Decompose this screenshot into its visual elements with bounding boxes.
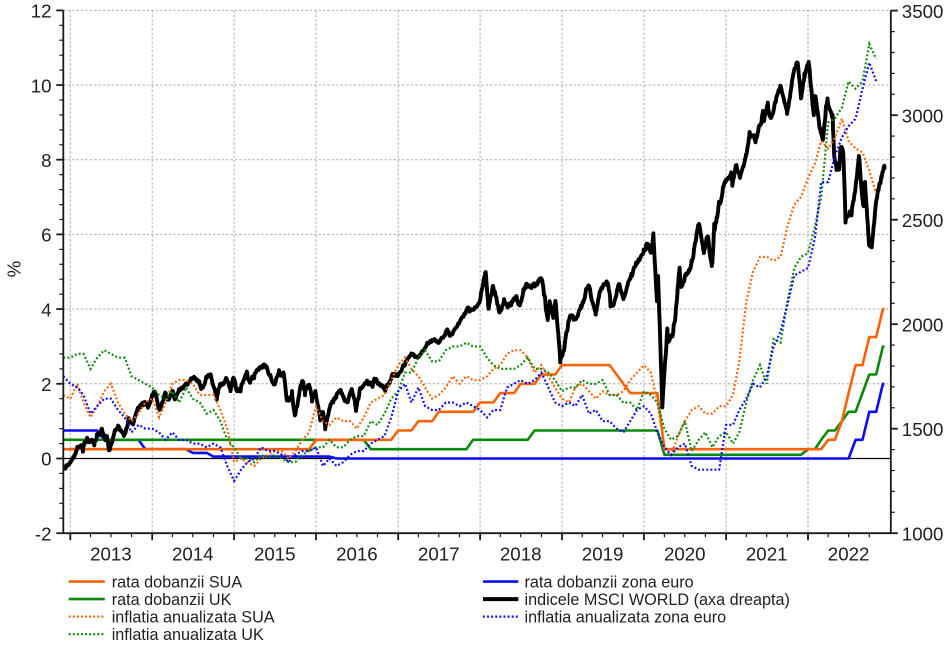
- svg-text:1500: 1500: [902, 419, 944, 440]
- svg-text:%: %: [4, 261, 25, 278]
- svg-text:6: 6: [41, 225, 51, 246]
- svg-text:2020: 2020: [664, 544, 706, 565]
- svg-text:3000: 3000: [902, 105, 944, 126]
- svg-text:2016: 2016: [336, 544, 378, 565]
- svg-text:12: 12: [31, 1, 52, 22]
- svg-text:4: 4: [41, 299, 51, 320]
- svg-text:rata dobanzii UK: rata dobanzii UK: [112, 591, 232, 609]
- svg-text:1000: 1000: [902, 523, 944, 544]
- svg-text:8: 8: [41, 150, 51, 171]
- svg-text:inflatia anualizata zona euro: inflatia anualizata zona euro: [525, 609, 727, 627]
- svg-text:-2: -2: [35, 523, 52, 544]
- svg-text:rata dobanzii zona euro: rata dobanzii zona euro: [525, 574, 694, 592]
- svg-text:2019: 2019: [582, 544, 624, 565]
- svg-text:2022: 2022: [828, 544, 870, 565]
- svg-text:2013: 2013: [90, 544, 132, 565]
- svg-text:2014: 2014: [172, 544, 214, 565]
- svg-text:2021: 2021: [746, 544, 788, 565]
- svg-text:10: 10: [31, 75, 52, 96]
- svg-text:inflatia anualizata UK: inflatia anualizata UK: [112, 626, 264, 644]
- svg-text:2015: 2015: [254, 544, 296, 565]
- svg-text:2500: 2500: [902, 210, 944, 231]
- svg-text:2000: 2000: [902, 314, 944, 335]
- svg-text:rata dobanzii SUA: rata dobanzii SUA: [112, 574, 243, 592]
- svg-text:2017: 2017: [418, 544, 460, 565]
- svg-text:indicele MSCI WORLD (axa dreap: indicele MSCI WORLD (axa dreapta): [525, 591, 790, 609]
- svg-text:0: 0: [41, 449, 51, 470]
- svg-text:2018: 2018: [500, 544, 542, 565]
- svg-text:3500: 3500: [902, 1, 944, 22]
- svg-text:2: 2: [41, 374, 51, 395]
- svg-text:inflatia anualizata SUA: inflatia anualizata SUA: [112, 609, 275, 627]
